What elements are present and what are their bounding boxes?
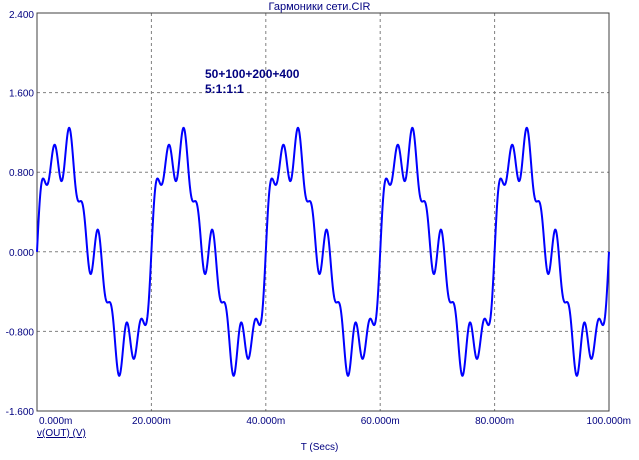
y-tick-label: 2.400 [9,10,34,21]
x-tick-label: 0.000m [39,416,72,427]
series-line [36,126,610,377]
y-tick-label: -0.800 [6,327,35,338]
chart-title: Гармоники сети.CIR [268,1,371,13]
plot-frame [36,12,610,412]
x-tick-label: 60.000m [361,416,400,427]
x-tick-label: 100.000m [587,416,631,427]
annotation-ratio: 5:1:1:1 [205,82,244,96]
x-tick-label: 40.000m [246,416,285,427]
y-tick-labels: 2.400 1.600 0.800 0.000 -0.800 -1.600 [6,10,35,418]
y-tick-label: 0.800 [9,168,34,179]
x-tick-labels: 0.000m 20.000m 40.000m 60.000m 80.000m 100.00… [39,416,631,427]
x-tick-label: 80.000m [475,416,514,427]
x-tick-label: 20.000m [132,416,171,427]
series-legend-label[interactable]: v(OUT) (V) [37,428,86,439]
y-tick-label: -1.600 [6,407,35,418]
x-axis-label: T (Secs) [300,442,339,453]
y-tick-label: 1.600 [9,89,34,100]
annotation-harmonics: 50+100+200+400 [205,67,300,81]
gridlines [37,13,609,411]
y-tick-label: 0.000 [9,248,34,259]
